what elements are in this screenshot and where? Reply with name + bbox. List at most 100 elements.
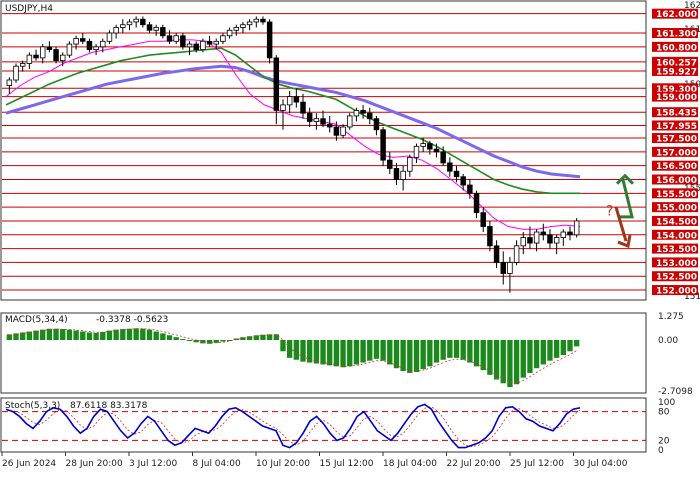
stoch-values: 87.6118 83.3178 (70, 401, 148, 411)
macd-bar (253, 335, 259, 340)
level-label: 159.000 (656, 93, 697, 103)
price-axis: 162.350151.785161.45159.45155.70162.0001… (652, 1, 700, 302)
candle-body (480, 212, 486, 227)
candle-body (500, 262, 506, 274)
candle-body (113, 27, 119, 34)
level-label-bg (652, 229, 698, 240)
candle-body (453, 170, 460, 178)
candle-body (226, 29, 233, 37)
macd-bar (60, 329, 66, 340)
macd-bar (420, 339, 426, 370)
macd-bar (193, 339, 199, 343)
macd-histogram (6, 328, 580, 388)
macd-bar (347, 339, 353, 367)
level-label: 157.500 (656, 135, 697, 145)
candle-body (26, 54, 33, 64)
candle-body (233, 27, 240, 31)
macd-bar (80, 331, 86, 340)
price-axis-top-label: 162.350 (684, 1, 700, 11)
time-axis-label: 26 Jun 2024 (2, 459, 56, 469)
level-label-bg (652, 146, 698, 157)
price-panel: ? USDJPY,H4 (0, 0, 647, 301)
stoch-main-line (5, 403, 581, 449)
stoch-label: Stoch(5,3,3) (5, 401, 60, 411)
candle-body (13, 65, 19, 81)
level-label: 152.000 (656, 287, 697, 297)
level-label-bg (652, 41, 698, 52)
macd-bar (493, 339, 500, 380)
level-label-bg (652, 120, 698, 131)
candle-body (380, 129, 386, 161)
macd-bar (487, 339, 493, 375)
time-axis: 26 Jun 2024 28 Jun 20:00 3 Jul 12:00 8 Jul … (1, 452, 628, 469)
candle-body (266, 21, 273, 59)
macd-bar (146, 329, 153, 340)
macd-bar (93, 332, 99, 340)
macd-bar (280, 339, 286, 352)
candle-body (86, 40, 93, 51)
level-label: 157.955 (656, 122, 697, 132)
candle-body (367, 112, 373, 120)
macd-bar (553, 339, 560, 358)
macd-bar (166, 335, 173, 340)
level-label: 158.435 (656, 109, 697, 119)
candle-body (567, 231, 573, 236)
macd-bar (547, 339, 553, 361)
candle-body (493, 245, 500, 263)
candle-body (246, 21, 253, 26)
level-label: 153.000 (656, 259, 697, 269)
macd-bar (540, 339, 546, 365)
macd-bar (66, 329, 73, 340)
macd-bar (447, 339, 453, 358)
candle-body (293, 96, 300, 103)
macd-bar (453, 339, 460, 358)
macd-bar (260, 334, 266, 340)
candle-body (220, 35, 226, 42)
candle-body (286, 96, 293, 106)
macd-bar (120, 329, 126, 340)
level-label-bg (652, 271, 698, 282)
level-label: 159.927 (656, 67, 697, 77)
candle-body (140, 18, 146, 26)
candle-body (106, 32, 113, 42)
macd-bar (73, 330, 79, 340)
candle-body (393, 168, 400, 180)
level-label-bg (652, 91, 698, 102)
candle-body (333, 126, 340, 136)
macd-bar (407, 339, 413, 373)
macd-bar (33, 330, 39, 340)
candle-body (6, 79, 13, 86)
macd-bar (200, 339, 206, 344)
candle-body (133, 18, 139, 23)
candle-body (473, 192, 480, 214)
candle-body (547, 234, 553, 244)
chart-title: USDJPY,H4 (5, 4, 53, 14)
arrow-down-shaft (614, 206, 628, 242)
macd-bar (327, 339, 333, 366)
level-label: 160.257 (656, 58, 697, 68)
macd-bar (520, 339, 526, 378)
candle-body (447, 162, 453, 172)
level-label-bg (652, 243, 698, 254)
candle-body (53, 49, 59, 62)
time-axis-label: 22 Jul 20:00 (447, 459, 501, 469)
macd-bar (286, 339, 293, 358)
candle-body (573, 220, 580, 236)
macd-panel: MACD(5,34,4) -0.3378 -0.5623 (0, 312, 647, 394)
macd-bar (246, 336, 253, 340)
level-label-bg (652, 28, 698, 39)
level-label: 156.500 (656, 162, 697, 172)
level-label: 159.300 (656, 85, 697, 95)
macd-bar (480, 339, 486, 371)
candle-body (467, 184, 473, 194)
candle-body (73, 38, 79, 45)
macd-bar (160, 333, 166, 340)
macd-bar (527, 339, 533, 373)
candle-body (320, 118, 326, 125)
candle-body (253, 18, 260, 23)
time-axis-label: 25 Jul 12:00 (510, 459, 564, 469)
level-label: 157.000 (656, 148, 697, 158)
macd-bar (173, 337, 179, 340)
level-label: 153.500 (656, 245, 697, 255)
